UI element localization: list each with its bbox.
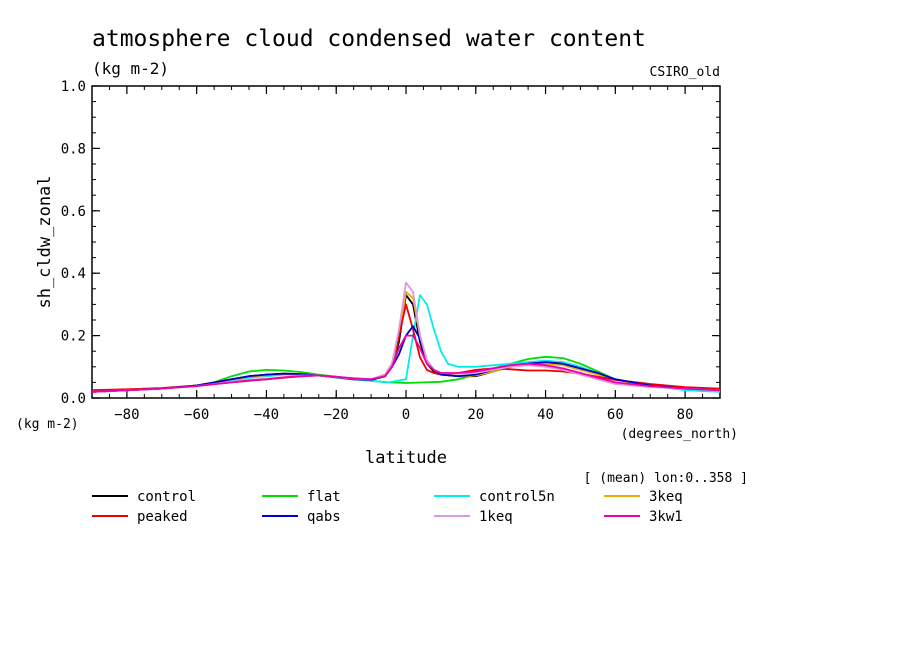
x-tick-label: 80 (677, 407, 694, 423)
legend-label: 3keq (649, 489, 683, 505)
plot-frame (91, 85, 721, 399)
series-line-qabs (91, 325, 721, 393)
chart-title: atmosphere cloud condensed water content (92, 26, 646, 52)
x-tick-label: −40 (254, 407, 279, 423)
mean-note: [ (mean) lon:0..358 ] (584, 471, 748, 486)
x-axis-label: latitude (365, 448, 447, 468)
x-tick-label: 60 (607, 407, 624, 423)
x-tick-label: −60 (184, 407, 209, 423)
legend-label: qabs (307, 509, 341, 525)
legend-label: peaked (137, 509, 188, 525)
series-line-3kw1 (91, 334, 721, 393)
legend-label: control (137, 489, 196, 505)
plot-lines (91, 281, 721, 393)
y-axis-label: sh_cldw_zonal (35, 175, 55, 308)
legend-label: 3kw1 (649, 509, 683, 525)
x-tick-label: 20 (467, 407, 484, 423)
x-tick-label: 0 (402, 407, 410, 423)
y-axis: 0.0 0.2 0.4 0.6 0.8 1.0 (61, 79, 720, 407)
y-tick-label: 0.2 (61, 329, 86, 345)
legend-label: 1keq (479, 509, 513, 525)
series-line-control5n (91, 294, 721, 393)
x-tick-label: −80 (114, 407, 139, 423)
x-axis: −80 −60 −40 −20 0 20 40 60 80 (91, 86, 721, 423)
y-tick-label: 0.8 (61, 141, 86, 157)
x-axis-units: (degrees_north) (621, 427, 738, 442)
legend-label: control5n (479, 489, 555, 505)
legend: control flat control5n 3keq peaked qabs 1keq 3k… (92, 489, 683, 525)
y-tick-label: 0.4 (61, 266, 86, 282)
model-label: CSIRO_old (650, 65, 720, 80)
y-axis-units: (kg m-2) (16, 417, 79, 432)
x-tick-label: −20 (324, 407, 349, 423)
y-tick-label: 0.0 (61, 391, 86, 407)
y-tick-label: 0.6 (61, 204, 86, 220)
series-line-flat (91, 355, 721, 393)
x-tick-label: 40 (537, 407, 554, 423)
chart-units: (kg m-2) (92, 59, 169, 78)
y-tick-label: 1.0 (61, 79, 86, 95)
legend-label: flat (307, 489, 341, 505)
